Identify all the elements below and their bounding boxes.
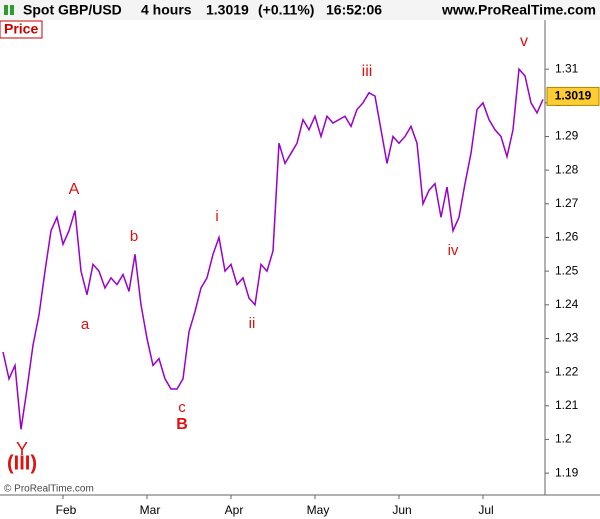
- y-tick-label: 1.22: [555, 364, 579, 378]
- site: www.ProRealTime.com: [441, 2, 596, 18]
- y-tick-label: 1.31: [555, 61, 579, 75]
- last-price-tag-label: 1.3019: [555, 89, 592, 103]
- wave-label: Y: [16, 439, 28, 459]
- symbol: Spot GBP/USD: [23, 2, 122, 18]
- time: 16:52:06: [326, 2, 382, 18]
- timeframe: 4 hours: [141, 2, 192, 18]
- wave-label: b: [130, 228, 138, 245]
- wave-label: ii: [249, 315, 256, 332]
- wave-label: c: [178, 399, 186, 416]
- header-bar: [0, 0, 600, 20]
- panel-label: Price: [4, 21, 38, 37]
- last-price: 1.3019: [206, 2, 249, 18]
- y-tick-label: 1.19: [555, 465, 579, 479]
- wave-label: B: [176, 416, 188, 433]
- price-line: [2, 67, 544, 430]
- x-tick-label: Jun: [392, 503, 411, 517]
- last-price-tag: [546, 86, 600, 106]
- y-tick-label: 1.23: [555, 331, 579, 345]
- panel-label-box: [0, 20, 43, 39]
- footer: © ProRealTime.com: [4, 484, 94, 495]
- x-tick-label: Mar: [140, 503, 161, 517]
- wave-label: a: [81, 316, 90, 333]
- x-tick-label: Apr: [225, 503, 244, 517]
- y-tick-label: 1.2: [555, 432, 572, 446]
- y-tick-label: 1.27: [555, 196, 579, 210]
- wave-label: i: [215, 208, 218, 225]
- x-tick-label: Jul: [478, 503, 493, 517]
- y-tick-label: 1.21: [555, 398, 579, 412]
- x-tick-label: Feb: [56, 503, 77, 517]
- wave-label: (III): [7, 452, 37, 474]
- wave-label: v: [520, 33, 528, 50]
- y-tick-label: 1.29: [555, 129, 579, 143]
- x-tick-label: May: [307, 503, 330, 517]
- y-tick-label: 1.24: [555, 297, 579, 311]
- wave-label: A: [69, 181, 80, 198]
- y-tick-label: 1.25: [555, 263, 579, 277]
- y-tick-label: 1.26: [555, 230, 579, 244]
- wave-label: iii: [362, 63, 373, 80]
- icon: [10, 5, 14, 15]
- change: (+0.11%): [258, 2, 314, 18]
- icon: [4, 5, 8, 15]
- wave-label: iv: [448, 242, 459, 259]
- y-tick-label: 1.28: [555, 162, 579, 176]
